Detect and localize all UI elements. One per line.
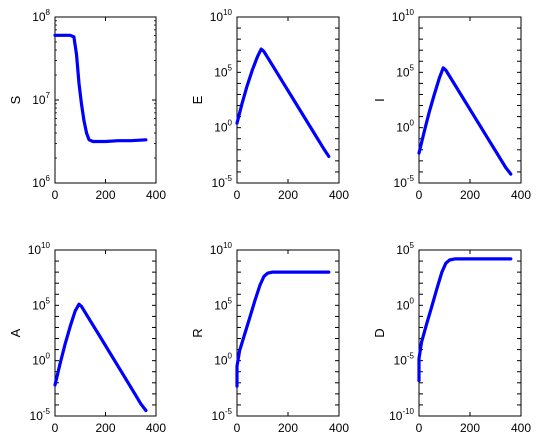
y-axis-label: A	[8, 328, 23, 337]
y-tick-label: 100	[214, 352, 232, 368]
y-tick-label: 108	[32, 8, 50, 24]
x-tick-label: 200	[95, 188, 115, 202]
y-tick-label: 10-5	[212, 174, 233, 190]
series-line-d	[417, 257, 513, 383]
y-tick-label: 10-5	[394, 352, 415, 368]
y-axis-label: S	[8, 95, 23, 104]
x-tick-label: 200	[278, 421, 298, 435]
y-tick-label: 10-5	[394, 174, 415, 190]
series-line-i	[417, 66, 513, 176]
subplot-e: 10-5 100 105 1010 0 200 400 E	[190, 8, 349, 202]
y-tick-label: 105	[396, 241, 414, 257]
subplot-a: 10-5 100 105 1010 0 200 400 A	[8, 241, 166, 435]
subplot-s: 106 107 108 0 200 400 S	[8, 8, 166, 202]
y-tick-label: 10-5	[30, 407, 51, 423]
x-tick-label: 0	[52, 421, 59, 435]
y-tick-label: 1010	[210, 241, 233, 257]
y-tick-label: 1010	[392, 8, 415, 24]
x-tick-label: 0	[416, 188, 423, 202]
subplot-d: 10-10 10-5 100 105 0 200 400 D	[372, 241, 531, 435]
y-tick-label: 1010	[210, 8, 233, 24]
x-tick-label: 0	[234, 188, 241, 202]
x-tick-label: 400	[511, 421, 531, 435]
y-tick-label: 100	[214, 119, 232, 135]
y-tick-label: 10-10	[389, 407, 414, 423]
y-axis-label: I	[372, 98, 387, 102]
y-tick-label: 105	[32, 296, 50, 312]
y-tick-label: 100	[32, 352, 50, 368]
y-tick-label: 107	[32, 91, 50, 107]
y-tick-label: 1010	[28, 241, 51, 257]
axes-frame	[236, 16, 340, 184]
subplot-i: 10-5 100 105 1010 0 200 400 I	[372, 8, 531, 202]
y-tick-label: 105	[396, 63, 414, 79]
subplot-r: 10-5 100 105 1010 0 200 400 R	[190, 241, 349, 435]
x-tick-label: 0	[52, 188, 59, 202]
x-tick-label: 0	[234, 421, 241, 435]
y-tick-label: 105	[214, 296, 232, 312]
axes-frame	[236, 249, 340, 417]
y-axis-label: D	[372, 328, 387, 337]
x-tick-label: 400	[146, 188, 166, 202]
series-line-s	[53, 33, 148, 144]
series-line-e	[235, 47, 331, 158]
series-line-a	[53, 302, 148, 413]
y-axis-label: E	[190, 95, 205, 104]
y-tick-label: 100	[396, 119, 414, 135]
axes-frame	[54, 16, 157, 184]
axes-frame	[418, 249, 522, 417]
x-tick-label: 400	[146, 421, 166, 435]
x-tick-label: 0	[416, 421, 423, 435]
series-line-r	[235, 270, 331, 388]
x-tick-label: 200	[460, 188, 480, 202]
y-axis-label: R	[190, 328, 205, 337]
axes-frame	[54, 249, 157, 417]
y-tick-label: 105	[214, 63, 232, 79]
x-tick-label: 400	[329, 188, 349, 202]
y-tick-label: 106	[32, 174, 50, 190]
x-tick-label: 400	[329, 421, 349, 435]
x-tick-label: 400	[511, 188, 531, 202]
x-tick-label: 200	[95, 421, 115, 435]
y-tick-label: 10-5	[212, 407, 233, 423]
x-tick-label: 200	[278, 188, 298, 202]
y-tick-label: 100	[396, 296, 414, 312]
x-tick-label: 200	[460, 421, 480, 435]
